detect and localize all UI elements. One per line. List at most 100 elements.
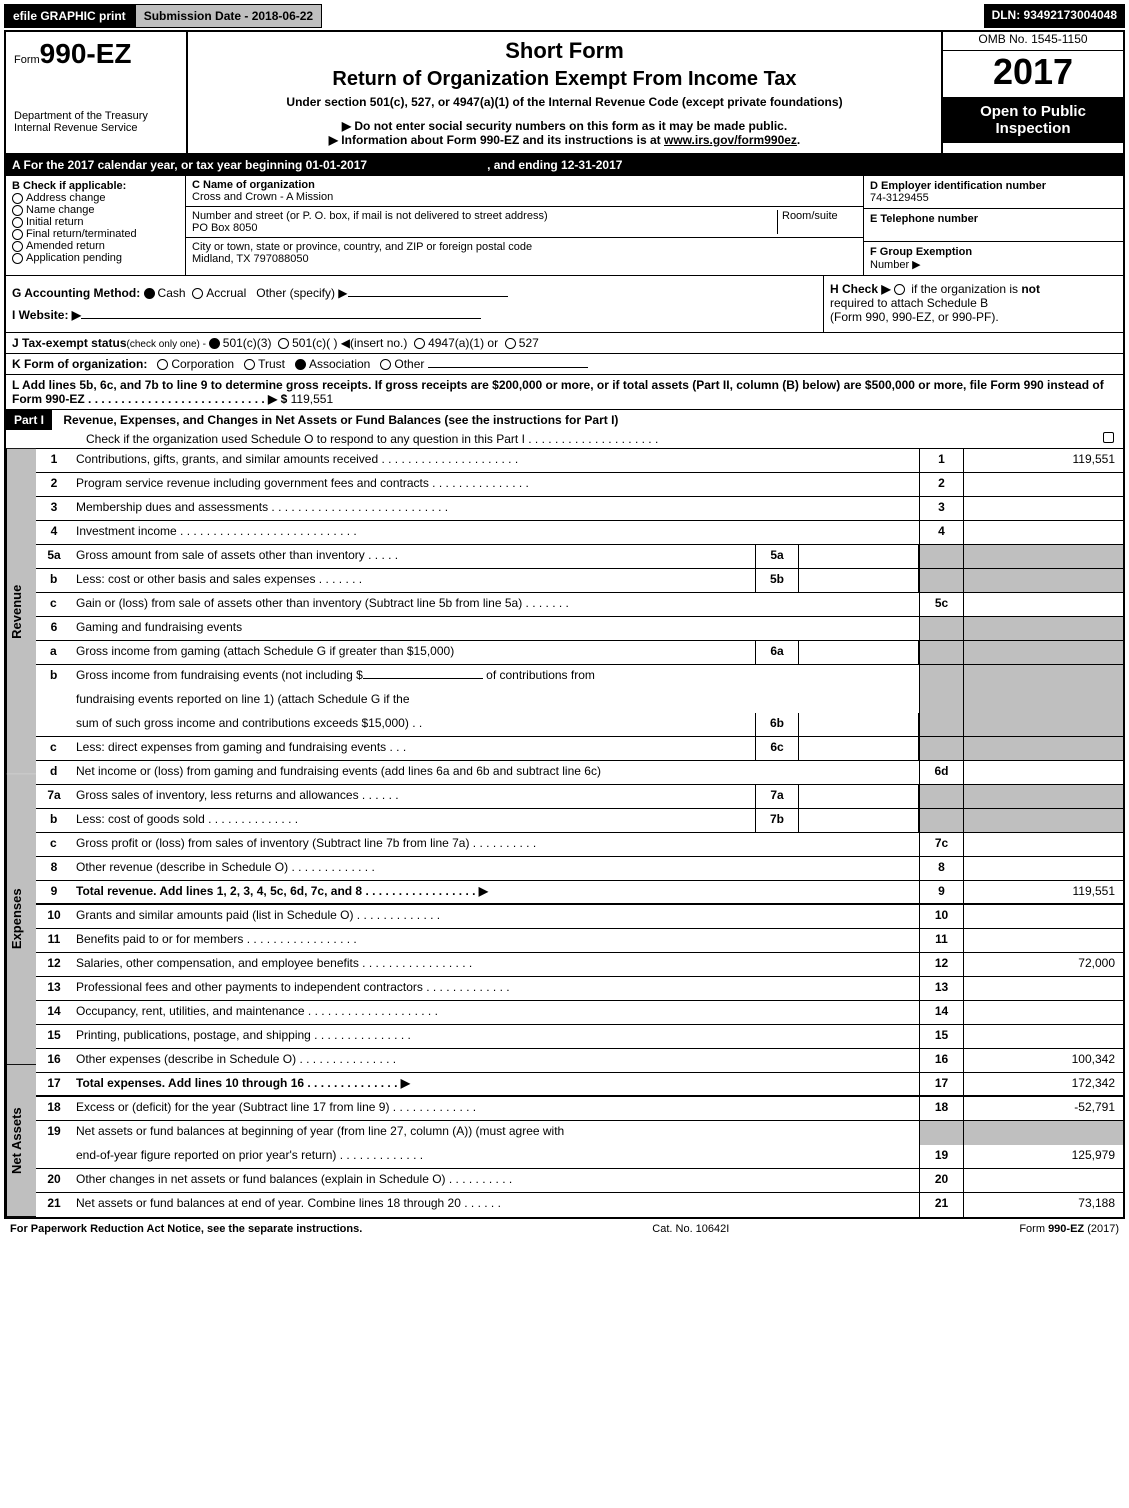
line-11: 11Benefits paid to or for members . . . … xyxy=(36,929,1123,953)
chk-501c3[interactable] xyxy=(209,338,220,349)
line-19b: end-of-year figure reported on prior yea… xyxy=(36,1145,1123,1169)
k-other-input[interactable] xyxy=(428,367,588,368)
section-gh: G Accounting Method: Cash Accrual Other … xyxy=(6,276,1123,333)
g-lbl: G Accounting Method: xyxy=(12,286,140,300)
chk-initial-return[interactable] xyxy=(12,217,23,228)
h-lbl: H Check ▶ xyxy=(830,282,891,296)
line-1: 1Contributions, gifts, grants, and simil… xyxy=(36,449,1123,473)
chk-501c[interactable] xyxy=(278,338,289,349)
chk-other-org[interactable] xyxy=(380,359,391,370)
form-container: Form990-EZ Department of the Treasury In… xyxy=(4,30,1125,1219)
section-a: A For the 2017 calendar year, or tax yea… xyxy=(6,155,1123,176)
side-revenue: Revenue xyxy=(6,449,36,774)
h-not: not xyxy=(1021,282,1040,296)
chk-assoc[interactable] xyxy=(295,359,306,370)
opt-name-change: Name change xyxy=(26,204,95,216)
open-to-public: Open to Public Inspection xyxy=(943,97,1123,143)
efile-tab[interactable]: efile GRAPHIC print xyxy=(4,4,135,28)
form-prefix: Form xyxy=(14,54,40,66)
j-o4: 527 xyxy=(519,336,539,350)
c-name: Cross and Crown - A Mission xyxy=(192,191,857,203)
open2: Inspection xyxy=(947,120,1119,137)
line-14: 14Occupancy, rent, utilities, and mainte… xyxy=(36,1001,1123,1025)
k-o2: Trust xyxy=(258,357,285,371)
side-expenses: Expenses xyxy=(6,774,36,1065)
line-6b-1: bGross income from fundraising events (n… xyxy=(36,665,1123,689)
chk-pending[interactable] xyxy=(12,253,23,264)
d-val: 74-3129455 xyxy=(870,192,1117,204)
dln: DLN: 93492173004048 xyxy=(984,4,1125,28)
l-val: 119,551 xyxy=(291,392,334,406)
hdr-mid: Short Form Return of Organization Exempt… xyxy=(186,32,943,153)
short-form-title: Short Form xyxy=(196,38,933,64)
chk-trust[interactable] xyxy=(244,359,255,370)
f-lbl2: Number ▶ xyxy=(870,259,921,271)
note2-pre: ▶ Information about Form 990-EZ and its … xyxy=(329,133,664,147)
g-other-input[interactable] xyxy=(348,296,508,297)
chk-part1-scho[interactable] xyxy=(1103,432,1114,443)
footer-left: For Paperwork Reduction Act Notice, see … xyxy=(10,1223,362,1235)
line-5a: 5aGross amount from sale of assets other… xyxy=(36,545,1123,569)
chk-accrual[interactable] xyxy=(192,288,203,299)
section-k: K Form of organization: Corporation Trus… xyxy=(6,354,1123,375)
page-footer: For Paperwork Reduction Act Notice, see … xyxy=(4,1219,1125,1239)
g-accrual: Accrual xyxy=(206,286,246,300)
opt-address-change: Address change xyxy=(26,192,106,204)
chk-corp[interactable] xyxy=(157,359,168,370)
sec-b-label: B Check if applicable: xyxy=(12,180,179,192)
sec-a-end: , and ending 12-31-2017 xyxy=(487,158,622,172)
h-txt1: if the organization is xyxy=(911,282,1021,296)
org-info-block: B Check if applicable: Address change Na… xyxy=(6,176,1123,276)
line-7b: bLess: cost of goods sold . . . . . . . … xyxy=(36,809,1123,833)
line-15: 15Printing, publications, postage, and s… xyxy=(36,1025,1123,1049)
line-5b: bLess: cost or other basis and sales exp… xyxy=(36,569,1123,593)
i-input[interactable] xyxy=(81,318,481,319)
line-20: 20Other changes in net assets or fund ba… xyxy=(36,1169,1123,1193)
footer-right: Form 990-EZ (2017) xyxy=(1019,1223,1119,1235)
line-21: 21Net assets or fund balances at end of … xyxy=(36,1193,1123,1217)
d-lbl: D Employer identification number xyxy=(870,180,1117,192)
line-9: 9Total revenue. Add lines 1, 2, 3, 4, 5c… xyxy=(36,881,1123,905)
k-lbl: K Form of organization: xyxy=(12,357,147,371)
chk-final[interactable] xyxy=(12,229,23,240)
c-addr-lbl: Number and street (or P. O. box, if mail… xyxy=(192,210,548,222)
6b-amount-input[interactable] xyxy=(363,678,483,679)
line-10: 10Grants and similar amounts paid (list … xyxy=(36,905,1123,929)
return-title: Return of Organization Exempt From Incom… xyxy=(196,68,933,91)
chk-4947[interactable] xyxy=(414,338,425,349)
sec-a-begin: A For the 2017 calendar year, or tax yea… xyxy=(12,158,367,172)
tax-year: 2017 xyxy=(943,51,1123,93)
j-paren: (check only one) - xyxy=(127,339,209,350)
c-city: Midland, TX 797088050 xyxy=(192,253,857,265)
chk-amended[interactable] xyxy=(12,241,23,252)
section-b: B Check if applicable: Address change Na… xyxy=(6,176,186,275)
part1-tag: Part I xyxy=(6,410,52,430)
section-j: J Tax-exempt status(check only one) - 50… xyxy=(6,333,1123,354)
k-o3: Association xyxy=(309,357,370,371)
part1-body: Revenue Expenses Net Assets 1Contributio… xyxy=(6,449,1123,1217)
note1: ▶ Do not enter social security numbers o… xyxy=(196,119,933,133)
j-lbl: J Tax-exempt status xyxy=(12,336,127,350)
g-cash: Cash xyxy=(158,286,186,300)
chk-cash[interactable] xyxy=(144,288,155,299)
c-room-lbl: Room/suite xyxy=(777,210,857,234)
chk-name-change[interactable] xyxy=(12,205,23,216)
c-addr: PO Box 8050 xyxy=(192,222,777,234)
line-5c: cGain or (loss) from sale of assets othe… xyxy=(36,593,1123,617)
lines-container: 1Contributions, gifts, grants, and simil… xyxy=(36,449,1123,1217)
chk-address-change[interactable] xyxy=(12,193,23,204)
j-o2: 501(c)( ) ◀(insert no.) xyxy=(292,336,407,350)
line-4: 4Investment income . . . . . . . . . . .… xyxy=(36,521,1123,545)
chk-h[interactable] xyxy=(894,284,905,295)
line-8: 8Other revenue (describe in Schedule O) … xyxy=(36,857,1123,881)
footer-mid: Cat. No. 10642I xyxy=(362,1223,1019,1235)
dept2: Internal Revenue Service xyxy=(14,122,178,134)
h-txt2: required to attach Schedule B xyxy=(830,296,988,310)
chk-527[interactable] xyxy=(505,338,516,349)
line-6: 6Gaming and fundraising events xyxy=(36,617,1123,641)
form-number: 990-EZ xyxy=(40,38,132,69)
part1-header: Part I Revenue, Expenses, and Changes in… xyxy=(6,410,1123,449)
k-o4: Other xyxy=(394,357,424,371)
note2-link[interactable]: www.irs.gov/form990ez xyxy=(664,133,797,147)
c-city-lbl: City or town, state or province, country… xyxy=(192,241,857,253)
